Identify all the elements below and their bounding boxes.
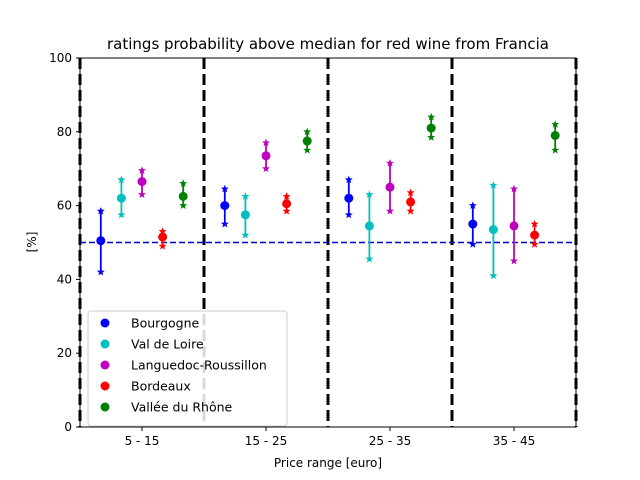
upper-star-marker (551, 120, 560, 128)
lower-star-marker (551, 146, 560, 154)
lower-star-marker (158, 241, 167, 250)
legend-marker (100, 360, 110, 370)
legend-label: Val de Loire (131, 337, 204, 352)
upper-star-marker (344, 175, 353, 184)
upper-star-marker (282, 192, 291, 200)
data-point (282, 199, 292, 209)
y-axis-label: [%] (25, 232, 39, 253)
upper-star-marker (158, 227, 167, 235)
upper-star-marker (220, 184, 229, 193)
data-point (426, 123, 436, 133)
lower-star-marker (510, 256, 518, 265)
lower-star-marker (406, 206, 415, 215)
data-point (220, 201, 230, 211)
y-tick-label: 0 (64, 420, 72, 434)
data-point (116, 193, 126, 203)
data-point (509, 221, 519, 231)
legend-label: Bourgogne (131, 316, 200, 331)
upper-star-marker (138, 166, 146, 174)
chart-title: ratings probability above median for red… (107, 35, 549, 53)
data-point (550, 130, 560, 140)
y-tick-label: 80 (57, 125, 72, 139)
upper-star-marker (468, 201, 477, 209)
upper-star-marker (303, 127, 312, 136)
data-point (488, 225, 498, 235)
upper-star-marker (96, 206, 105, 215)
data-point (137, 177, 147, 187)
data-point (96, 236, 106, 246)
x-axis-label: Price range [euro] (274, 456, 382, 470)
upper-star-marker (489, 181, 498, 189)
x-tick-label: 5 - 15 (125, 434, 160, 448)
lower-star-marker (282, 206, 291, 215)
x-tick-label: 35 - 45 (493, 434, 536, 448)
legend-box (87, 310, 288, 427)
data-point (344, 193, 354, 203)
lower-star-marker (427, 133, 436, 141)
legend-marker (100, 339, 110, 349)
upper-star-marker (241, 192, 250, 200)
lower-star-marker (468, 240, 477, 248)
upper-star-marker (386, 158, 394, 167)
upper-star-marker (179, 179, 188, 187)
data-point (530, 230, 540, 240)
upper-star-marker (365, 190, 374, 198)
y-tick-label: 40 (57, 272, 72, 286)
data-point (468, 219, 478, 229)
upper-star-marker (510, 184, 518, 193)
upper-star-marker (406, 188, 415, 197)
lower-star-marker (138, 190, 146, 198)
lower-star-marker (344, 210, 353, 219)
data-point (178, 191, 188, 201)
data-point (302, 136, 312, 146)
x-tick-label: 25 - 35 (369, 434, 412, 448)
data-point (261, 151, 271, 161)
data-point (240, 210, 250, 220)
legend-marker (100, 402, 110, 412)
legend-marker (100, 381, 110, 391)
plot-frame (79, 57, 577, 428)
upper-star-marker (427, 112, 436, 121)
lower-star-marker (489, 271, 498, 280)
y-tick-label: 100 (49, 51, 72, 65)
legend-label: Languedoc-Roussillon (131, 358, 267, 373)
upper-star-marker (262, 138, 270, 147)
lower-star-marker (241, 230, 250, 239)
legend-label: Vallée du Rhône (131, 400, 233, 415)
data-point (385, 182, 395, 192)
legend-marker (100, 318, 110, 328)
lower-star-marker (117, 210, 126, 219)
lower-star-marker (179, 201, 188, 209)
x-tick-label: 15 - 25 (245, 434, 288, 448)
lower-star-marker (365, 254, 374, 263)
upper-star-marker (530, 219, 539, 228)
lower-star-marker (386, 206, 394, 215)
data-point (364, 221, 374, 231)
y-tick-label: 60 (57, 199, 72, 213)
lower-star-marker (262, 164, 270, 173)
lower-star-marker (530, 240, 539, 248)
upper-star-marker (117, 175, 126, 184)
y-tick-label: 20 (57, 346, 72, 360)
lower-star-marker (303, 146, 312, 154)
lower-star-marker (96, 267, 105, 276)
legend-label: Bordeaux (131, 379, 191, 394)
lower-star-marker (220, 219, 229, 228)
data-point (158, 232, 168, 242)
data-point (406, 197, 416, 207)
